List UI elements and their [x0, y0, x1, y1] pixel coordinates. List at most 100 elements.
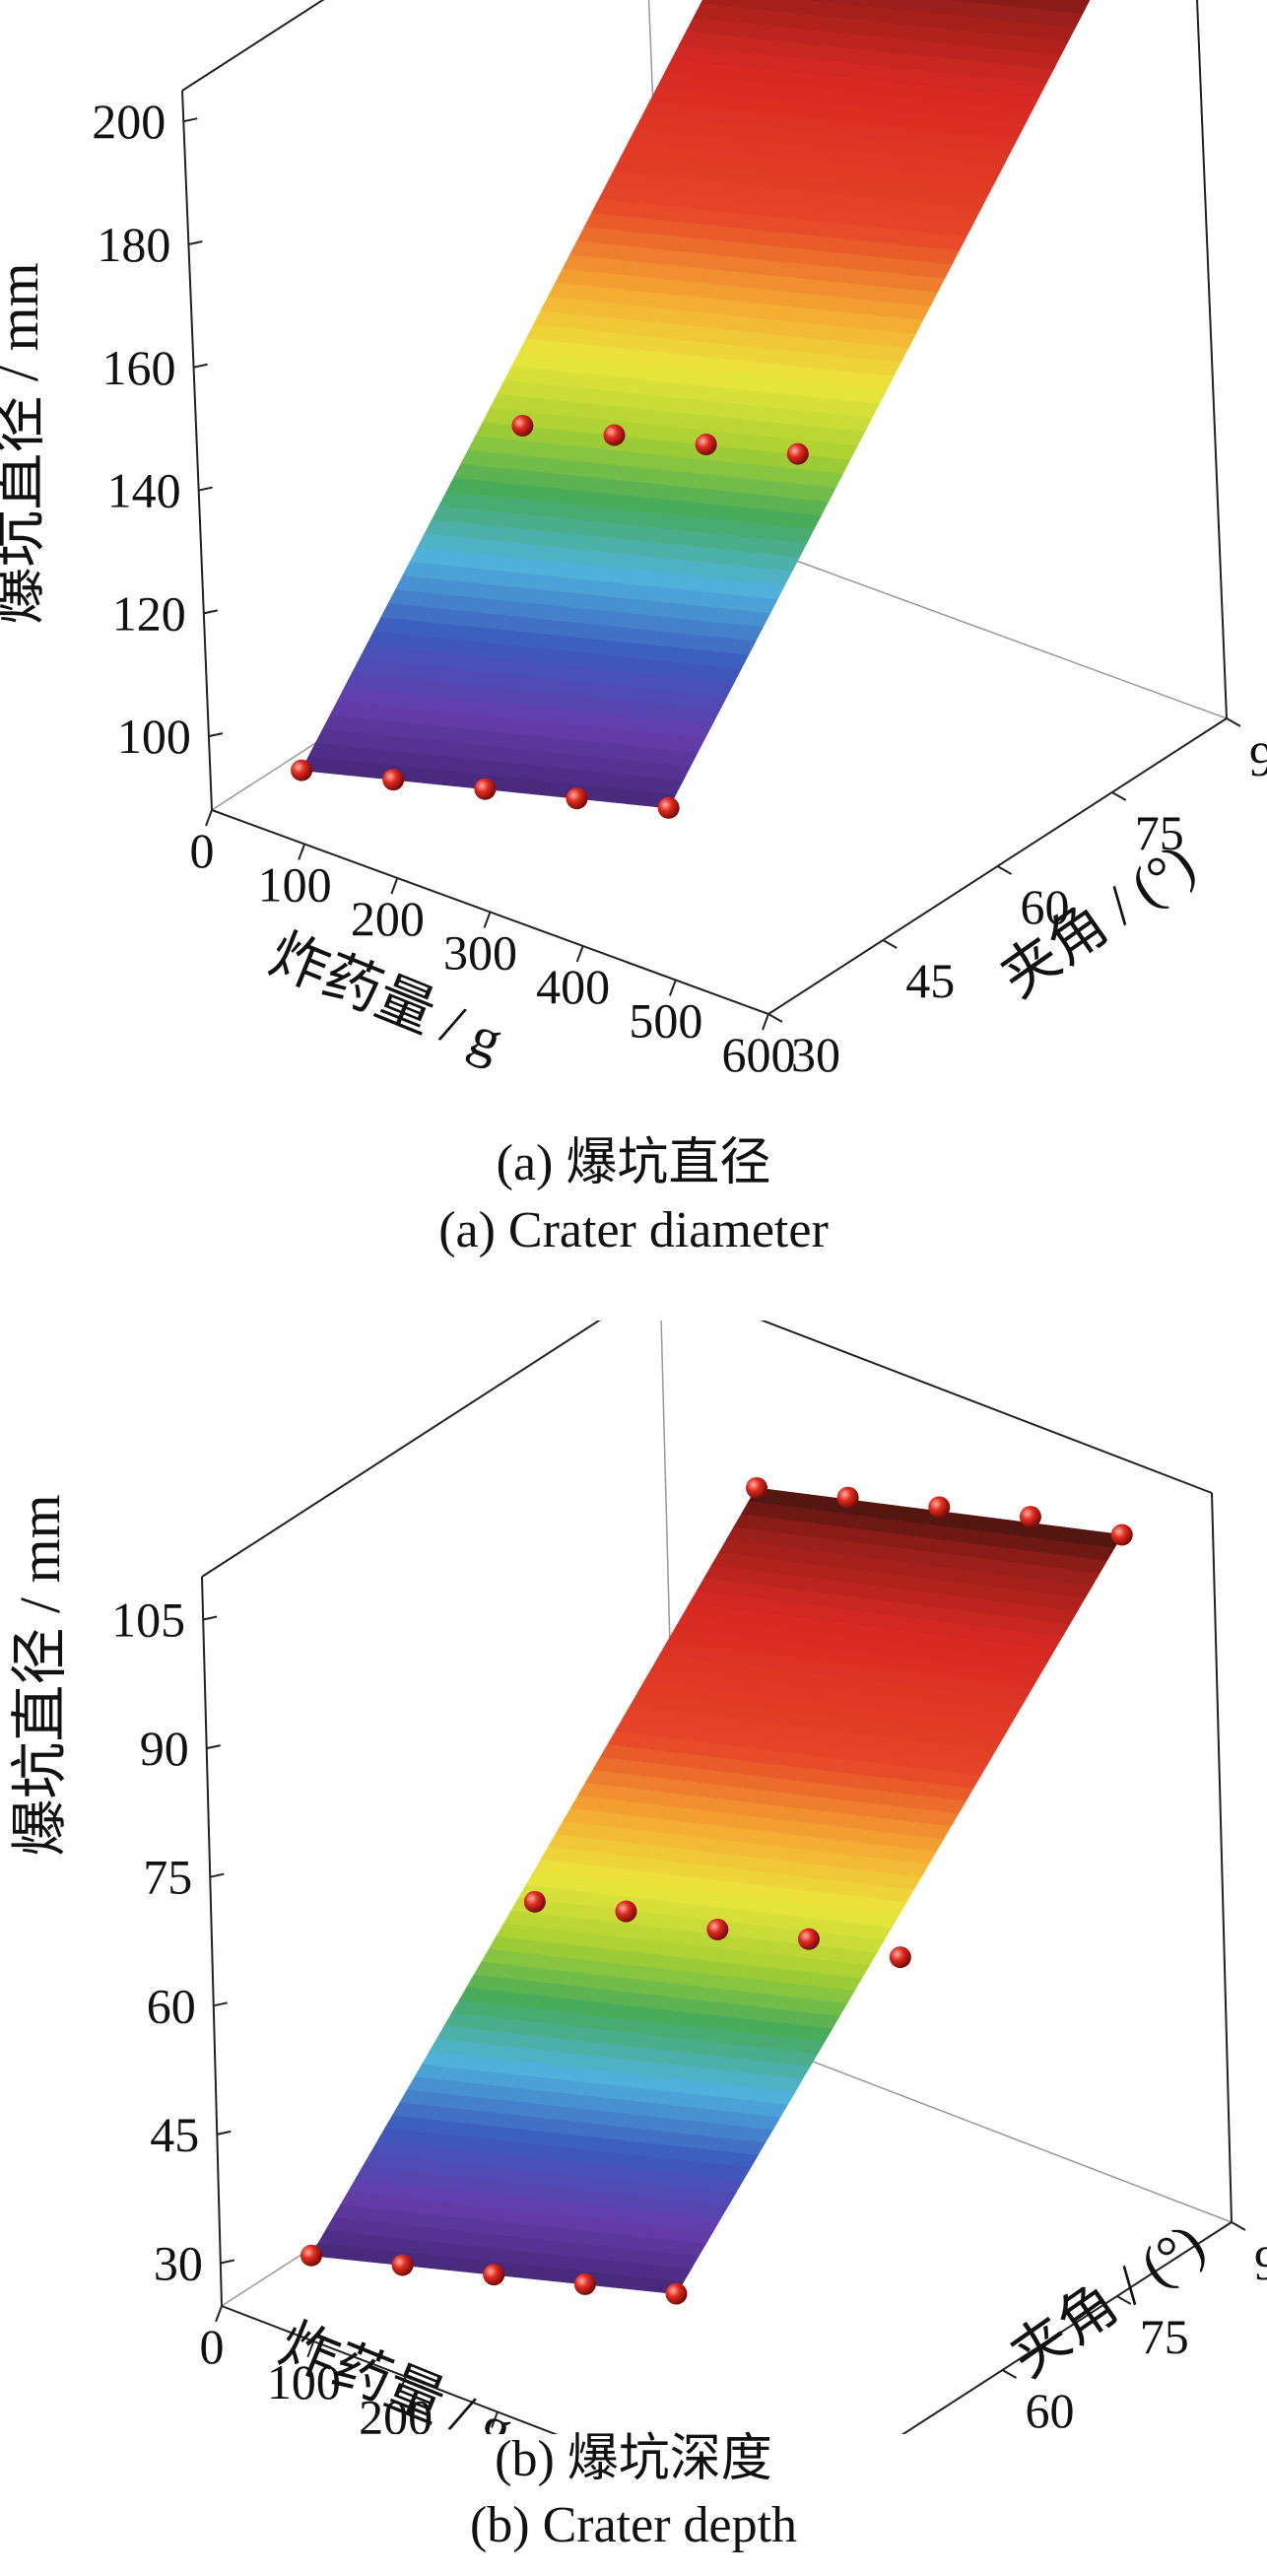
z-tick-mark: [217, 2130, 232, 2135]
z-tick-label: 100: [117, 709, 191, 764]
top-left-edge: [181, 0, 325, 92]
data-point: [483, 2264, 505, 2286]
surface: [310, 1487, 1123, 2295]
z-tick-mark: [213, 2001, 228, 2007]
data-point: [695, 434, 717, 456]
data-point: [1019, 1506, 1041, 1528]
x-tick-mark: [298, 844, 306, 860]
x-tick-label: 200: [351, 891, 425, 946]
y-tick-label: 75: [1140, 2309, 1189, 2364]
z-axis-line: [181, 90, 213, 811]
x-tick-mark: [215, 2305, 223, 2323]
z-tick-label: 90: [140, 1721, 189, 1776]
z-axis-label: 爆坑直径 / mm: [8, 1494, 72, 1856]
x-tick-label: 0: [200, 2319, 225, 2374]
data-point: [391, 2254, 414, 2276]
x-tick-mark: [491, 2411, 499, 2428]
z-tick-mark: [183, 117, 198, 123]
x-tick-mark: [306, 2340, 315, 2358]
y-tick-mark: [1002, 2369, 1017, 2379]
x-tick-label: 300: [443, 925, 517, 981]
x-tick-mark: [483, 912, 492, 928]
y-tick-mark: [1111, 791, 1127, 801]
z-tick-mark: [220, 2259, 235, 2265]
z-tick-label: 30: [154, 2235, 203, 2290]
x-tick-mark: [575, 945, 584, 963]
z-tick-mark: [206, 1744, 221, 1750]
x-tick-label: 600: [722, 1027, 796, 1082]
z-tick-mark: [188, 240, 203, 245]
x-tick-label: 400: [536, 959, 610, 1014]
data-point: [786, 442, 809, 465]
y-tick-label: 30: [791, 1027, 840, 1082]
z-tick-label: 160: [102, 340, 176, 395]
surface: [300, 0, 1091, 809]
right-vertical-edge: [1211, 1492, 1233, 2223]
x-tick-label: 0: [190, 823, 215, 878]
y-tick-label: 60: [1026, 2383, 1075, 2434]
data-point: [291, 759, 313, 781]
x-tick-label: 100: [267, 2354, 341, 2409]
caption-en-a: (a) Crater diameter: [438, 1202, 829, 1258]
z-axis-label: 爆坑直径 / mm: [0, 262, 50, 624]
top-left-edge: [201, 1321, 601, 1578]
z-tick-mark: [193, 363, 208, 369]
z-tick-label: 105: [111, 1593, 185, 1648]
z-tick-mark: [202, 1615, 218, 1621]
x-tick-mark: [762, 1013, 769, 1031]
y-tick-mark: [767, 1013, 783, 1023]
y-tick-mark: [882, 939, 898, 949]
z-tick-label: 120: [112, 585, 186, 641]
data-point: [511, 414, 534, 437]
y-tick-label: 90: [1249, 731, 1267, 786]
x-tick-mark: [205, 809, 213, 827]
x-tick-label: 200: [359, 2390, 433, 2434]
x-tick-label: 500: [629, 993, 702, 1049]
chart-panel-a: 100 120 140 160 180 200 0 100 200 300 400 500 600 30 4…: [0, 0, 1267, 1281]
z-tick-label: 60: [147, 1978, 196, 2033]
x-tick-mark: [390, 877, 399, 895]
z-tick-label: 140: [107, 463, 181, 518]
data-point: [474, 778, 497, 800]
y-tick-label: 45: [905, 953, 955, 1008]
y-tick-mark: [1231, 2221, 1246, 2231]
data-point: [836, 1486, 859, 1509]
x-axis-label: 炸药量 / g: [271, 2311, 521, 2434]
data-point: [746, 1476, 768, 1499]
data-point: [706, 1918, 729, 1940]
data-point: [928, 1496, 951, 1519]
data-point: [797, 1928, 820, 1950]
caption-en-b: (b) Crater depth: [469, 2497, 798, 2553]
data-point: [566, 787, 588, 810]
y-tick-label: 60: [1021, 879, 1070, 934]
z-tick-mark: [198, 486, 213, 492]
data-point: [573, 2272, 596, 2295]
caption-cn-b: (b) 爆坑深度: [495, 2431, 772, 2487]
caption-cn-a: (a) 爆坑直径: [496, 1135, 771, 1191]
data-point: [615, 1900, 637, 1923]
data-point: [657, 796, 680, 819]
z-tick-label: 75: [143, 1850, 192, 1905]
y-tick-label: 75: [1135, 805, 1184, 860]
z-tick-mark: [210, 1872, 225, 1878]
y-tick-mark: [1226, 717, 1241, 727]
x-tick-mark: [668, 980, 677, 996]
x-tick-label: 100: [258, 857, 332, 913]
z-tick-mark: [208, 732, 224, 738]
data-point: [523, 1890, 546, 1913]
z-tick-mark: [203, 609, 219, 615]
data-point: [1110, 1524, 1133, 1546]
data-point: [382, 769, 405, 791]
surface-strip: [951, 0, 1091, 14]
top-right-edge: [760, 1321, 1213, 1494]
x-tick-label: 300: [451, 2425, 525, 2435]
surface-plot-b: 3045607590105010020030040050060030456075…: [8, 1321, 1267, 2434]
x-tick-mark: [398, 2376, 407, 2394]
z-axis-line: [201, 1576, 223, 2307]
y-tick-label: 90: [1254, 2235, 1267, 2290]
y-tick-mark: [1116, 2295, 1132, 2305]
right-vertical-edge: [1196, 0, 1228, 719]
tick-labels: 3045607590105010020030040050060030456075…: [111, 1593, 1267, 2434]
